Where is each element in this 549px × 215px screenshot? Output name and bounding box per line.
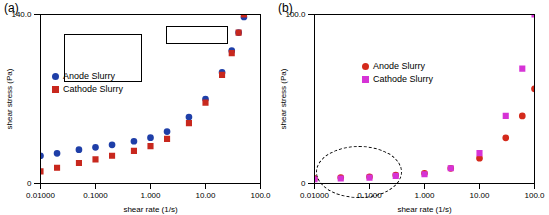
svg-text:1.000: 1.000 bbox=[140, 191, 161, 200]
svg-text:shear stress (Pa): shear stress (Pa) bbox=[279, 68, 288, 129]
svg-text:0.1000: 0.1000 bbox=[357, 191, 382, 200]
html-text:Cathode Slurry: Cathode Slurry bbox=[63, 84, 123, 94]
svg-text:100.0: 100.0 bbox=[285, 10, 306, 20]
svg-text:140.0: 140.0 bbox=[11, 10, 32, 20]
svg-text:0.1000: 0.1000 bbox=[83, 191, 108, 200]
svg-text:100.0: 100.0 bbox=[250, 191, 271, 200]
html-text:Anode Slurry: Anode Slurry bbox=[63, 71, 115, 81]
svg-text:1.000: 1.000 bbox=[414, 191, 435, 200]
html-text:Anode Slurry: Anode Slurry bbox=[373, 61, 425, 71]
svg-text:shear stress (Pa): shear stress (Pa) bbox=[5, 68, 14, 129]
svg-text:10.00: 10.00 bbox=[469, 191, 490, 200]
svg-text:0: 0 bbox=[27, 179, 32, 188]
svg-text:0.01000: 0.01000 bbox=[300, 191, 329, 200]
svg-text:100.0: 100.0 bbox=[524, 191, 545, 200]
html-text:(a): (a) bbox=[4, 1, 19, 15]
svg-text:shear rate (1/s): shear rate (1/s) bbox=[123, 205, 178, 214]
html-text:Cathode Slurry: Cathode Slurry bbox=[373, 74, 433, 84]
svg-text:0: 0 bbox=[301, 179, 306, 188]
svg-text:shear rate (1/s): shear rate (1/s) bbox=[397, 205, 452, 214]
svg-text:10.00: 10.00 bbox=[195, 191, 216, 200]
html-text:(b): (b) bbox=[278, 1, 293, 15]
svg-text:0.01000: 0.01000 bbox=[26, 191, 55, 200]
